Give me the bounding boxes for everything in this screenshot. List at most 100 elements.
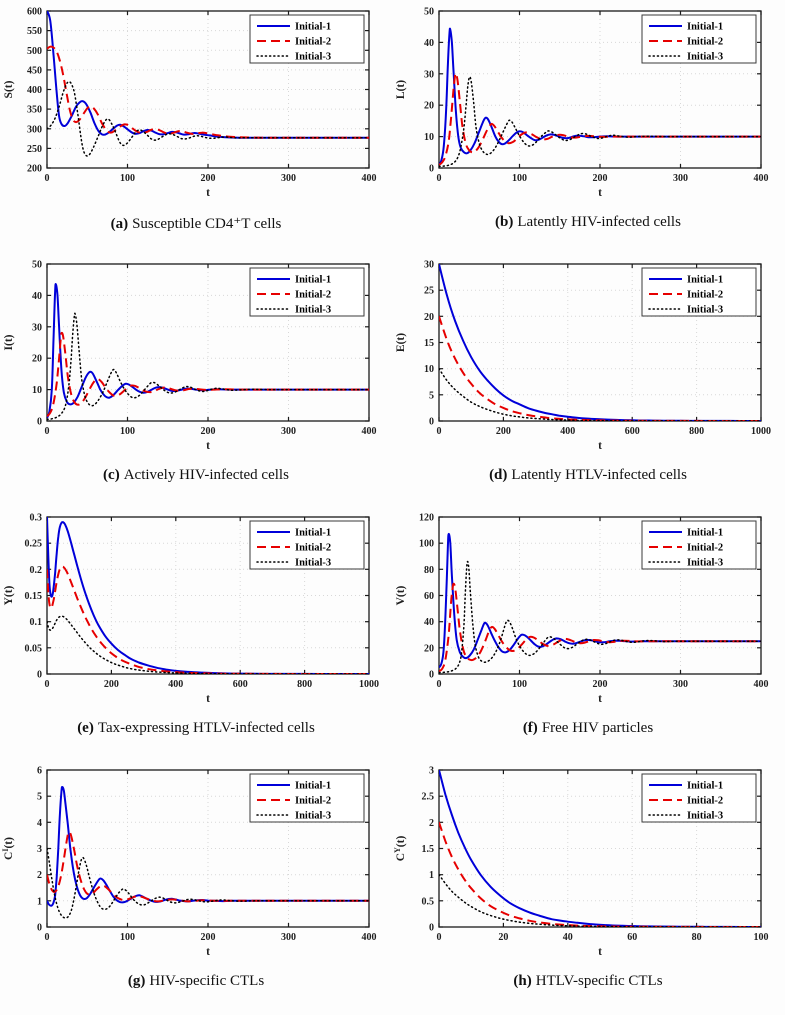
legend-label: Initial-3	[687, 305, 723, 316]
y-tick-label: 2	[429, 818, 434, 829]
y-tick-label: 2	[37, 870, 42, 881]
x-tick-label: 300	[281, 932, 296, 943]
legend-box	[249, 773, 365, 823]
x-tick-label: 100	[512, 173, 527, 184]
x-tick-label: 1000	[359, 679, 379, 690]
y-tick-label: 120	[419, 513, 434, 524]
legend-label: Initial-1	[687, 275, 723, 286]
y-tick-label: 1.5	[422, 844, 435, 855]
y-axis-label: CY(t)	[393, 836, 407, 862]
legend-label: Initial-2	[295, 543, 331, 554]
x-tick-label: 200	[104, 679, 119, 690]
x-tick-label: 1000	[751, 426, 771, 437]
caption-label: (a)	[110, 216, 129, 232]
x-tick-label: 400	[362, 173, 377, 184]
legend-label: Initial-3	[687, 52, 723, 63]
y-tick-label: 20	[424, 101, 434, 112]
subplot-e: 0 200 400 600 800 1000 0 0.05 0.1 0.15 0.2 0.25 0.3 t…	[0, 508, 392, 761]
y-tick-label: 250	[27, 144, 42, 155]
y-tick-label: 0	[37, 670, 42, 681]
x-axis-label: t	[598, 946, 602, 958]
subplot-a: 0 100 200 300 400 200 250 300 350 400 450 500 550 600…	[0, 2, 392, 255]
y-axis-label: Y(t)	[3, 585, 15, 605]
legend: Initial-1 Initial-2 Initial-3	[641, 520, 757, 570]
x-tick-label: 600	[625, 426, 640, 437]
legend-box	[641, 267, 757, 317]
x-tick-label: 0	[45, 932, 50, 943]
x-axis-label: t	[598, 693, 602, 705]
x-tick-label: 100	[120, 173, 135, 184]
y-tick-label: 1	[429, 870, 434, 881]
x-tick-label: 200	[201, 932, 216, 943]
legend-label: Initial-1	[687, 22, 723, 33]
series-line-initial-3	[47, 80, 369, 157]
y-tick-label: 40	[32, 291, 42, 302]
x-tick-label: 100	[754, 932, 769, 943]
subplot-g: 0 100 200 300 400 0 1 2 3 4 5 6 t CI(t) Initial-1 Initi…	[0, 761, 392, 1014]
caption-d: (d) Latently HTLV-infected cells	[392, 467, 784, 484]
y-tick-label: 40	[424, 617, 434, 628]
y-tick-label: 0.3	[30, 513, 43, 524]
y-tick-label: 40	[424, 38, 434, 49]
x-tick-label: 400	[168, 679, 183, 690]
x-axis-label: t	[206, 693, 210, 705]
y-tick-label: 0	[429, 670, 434, 681]
y-tick-label: 450	[27, 65, 42, 76]
x-tick-label: 0	[45, 426, 50, 437]
y-tick-label: 0.05	[25, 643, 43, 654]
caption-label: (g)	[127, 973, 146, 989]
caption-h: (h) HTLV-specific CTLs	[392, 973, 784, 990]
y-tick-label: 350	[27, 105, 42, 116]
y-tick-label: 10	[424, 364, 434, 375]
x-tick-label: 0	[437, 173, 442, 184]
chart-latently-hiv-infected-cells: 0 100 200 300 40001020304050tL(t)Initial-1In…	[395, 7, 769, 200]
legend-label: Initial-1	[687, 528, 723, 539]
y-tick-label: 200	[27, 164, 42, 175]
y-tick-label: 100	[419, 539, 434, 550]
series-line-initial-3	[47, 615, 369, 674]
y-tick-label: 0	[37, 923, 42, 934]
x-axis-label: t	[206, 187, 210, 199]
x-tick-label: 400	[754, 173, 769, 184]
x-axis-label: t	[598, 187, 602, 199]
y-tick-label: 0.5	[422, 896, 435, 907]
x-tick-label: 200	[496, 426, 511, 437]
series-line-initial-2	[47, 331, 369, 418]
series-line-initial-3	[47, 847, 369, 919]
y-tick-label: 30	[424, 69, 434, 80]
legend-label: Initial-3	[687, 558, 723, 569]
subplot-h: 0 20 40 60 80 100 0 0.5 1 1.5 2 2.5 3 t CY(t) Initial-1…	[392, 761, 784, 1014]
series-line-initial-2	[439, 582, 761, 673]
y-tick-label: 20	[424, 643, 434, 654]
subplot-b: 0 100 200 300 400 0 10 20 30 40 50 t L(t) Initial-1 In…	[392, 2, 784, 255]
legend-label: Initial-1	[295, 22, 331, 33]
y-tick-label: 0	[429, 923, 434, 934]
y-tick-label: 1	[37, 896, 42, 907]
y-tick-label: 6	[37, 766, 42, 777]
caption-c: (c) Actively HIV-infected cells	[0, 467, 392, 484]
series-line-initial-3	[439, 873, 761, 927]
y-tick-label: 4	[37, 818, 42, 829]
y-tick-label: 5	[429, 390, 434, 401]
x-tick-label: 100	[512, 679, 527, 690]
x-tick-label: 100	[120, 932, 135, 943]
y-tick-label: 0.2	[30, 565, 43, 576]
legend-label: Initial-2	[687, 290, 723, 301]
legend-label: Initial-2	[687, 37, 723, 48]
subplot-c: 0 100 200 300 400 0 10 20 30 40 50 t I(t) Initial-1 In…	[0, 255, 392, 508]
y-tick-label: 30	[32, 322, 42, 333]
y-tick-label: 20	[424, 312, 434, 323]
caption-text: Free HIV particles	[541, 720, 654, 736]
caption-text: Tax-expressing HTLV-infected cells	[97, 720, 315, 736]
legend-label: Initial-1	[295, 528, 331, 539]
x-tick-label: 200	[201, 173, 216, 184]
series-line-initial-3	[439, 560, 761, 674]
y-tick-label: 60	[424, 591, 434, 602]
caption-e: (e) Tax-expressing HTLV-infected cells	[0, 720, 392, 737]
x-tick-label: 0	[437, 932, 442, 943]
chart-free-hiv-particles: 0 100 200 300 400 0 20 40 60 80 100 120 t V(t) Initial…	[395, 513, 769, 706]
legend: Initial-1 Initial-2 Initial-3	[249, 520, 365, 570]
y-tick-label: 600	[27, 7, 42, 18]
legend-label: Initial-1	[687, 781, 723, 792]
